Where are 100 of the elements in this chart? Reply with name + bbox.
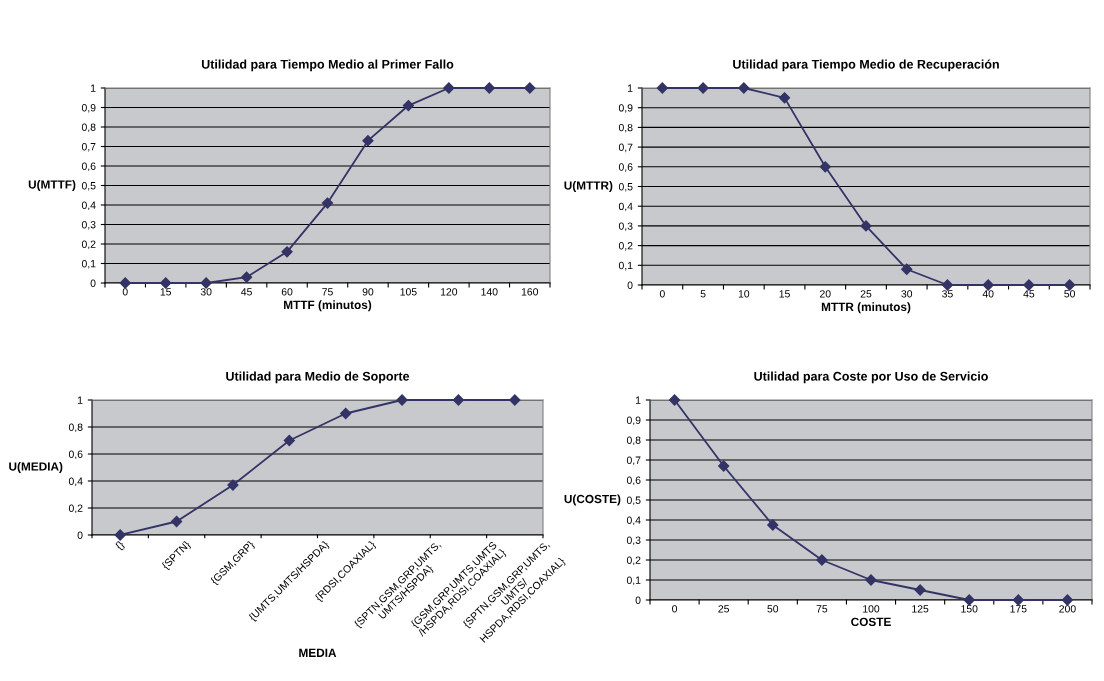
y-tick-label: 0,2 — [626, 556, 641, 566]
y-tick-label: 0,6 — [81, 162, 96, 172]
x-tick-label: 15 — [160, 288, 172, 296]
y-tick-label: 0,4 — [68, 477, 83, 487]
point — [483, 82, 495, 94]
x-tick-label: 90 — [362, 288, 374, 296]
point — [982, 279, 994, 291]
point — [819, 161, 831, 173]
chart-title: Utilidad para Coste por Uso de Servicio — [754, 371, 988, 384]
x-tick-label: 30 — [901, 290, 913, 298]
y-tick-label: 0,7 — [626, 456, 641, 466]
point — [362, 135, 374, 147]
y-tick-label: 0,5 — [618, 183, 633, 192]
y-tick-label: 0 — [635, 596, 641, 604]
x-tick-label: 105 — [400, 288, 417, 296]
x-tick-label: 45 — [241, 288, 252, 296]
y-tick-label: 0,7 — [81, 143, 96, 152]
y-tick-label: 1 — [635, 396, 641, 404]
point — [860, 220, 872, 232]
point — [443, 82, 455, 94]
point — [114, 529, 126, 541]
point — [281, 246, 293, 258]
chart-title: Utilidad para Tiempo Medio de Recuperación — [733, 59, 999, 72]
point — [160, 277, 172, 289]
y-tick-label: 0,6 — [626, 476, 641, 486]
x-axis-title: MTTR (minutos) — [821, 302, 911, 314]
chart-title: Utilidad para Medio de Soporte — [226, 371, 410, 384]
y-tick-label: 1 — [90, 84, 96, 92]
point — [668, 394, 681, 406]
y-tick-label: 0,9 — [81, 104, 96, 113]
point — [1064, 279, 1076, 291]
point — [1061, 594, 1074, 606]
y-tick-label: 0,9 — [618, 104, 633, 113]
x-tick-label: 20 — [820, 290, 831, 298]
x-axis-title: MEDIA — [299, 648, 337, 657]
y-tick-label: 0 — [90, 279, 96, 287]
x-tick-label: 50 — [1064, 290, 1076, 298]
point — [119, 277, 131, 289]
y-tick-label: 0,8 — [626, 436, 641, 446]
point — [914, 584, 926, 596]
x-tick-label: 35 — [942, 290, 953, 298]
y-tick-label: 0,3 — [618, 222, 633, 232]
y-tick-label: 0,2 — [68, 504, 83, 514]
x-tick-label: 140 — [481, 288, 498, 296]
x-tick-label: 50 — [767, 605, 779, 613]
x-tick-label: 75 — [322, 288, 333, 296]
point — [816, 554, 828, 566]
y-tick-label: 0,6 — [618, 163, 633, 172]
y-tick-label: 0 — [77, 531, 83, 539]
x-axis-title: COSTE — [851, 617, 891, 627]
x-tick-label: 160 — [521, 288, 539, 296]
y-tick-label: 0 — [627, 281, 633, 289]
point — [656, 82, 668, 94]
point — [402, 99, 415, 112]
x-tick-label: 60 — [281, 288, 293, 296]
x-tick-label: 150 — [961, 605, 978, 613]
x-tick-label: 0 — [122, 288, 128, 296]
x-tick-label: 25 — [718, 605, 730, 613]
y-tick-label: 1 — [627, 84, 633, 92]
y-tick-label: 0,1 — [626, 576, 641, 586]
point — [283, 434, 295, 447]
point — [718, 460, 730, 472]
x-tick-label: 0 — [659, 290, 665, 298]
y-axis-title: U(MTTF) — [28, 180, 76, 191]
x-tick-label: 10 — [738, 290, 750, 298]
point — [227, 479, 239, 491]
point — [524, 82, 536, 94]
y-tick-label: 0,4 — [81, 201, 96, 211]
y-tick-label: 0,4 — [626, 516, 641, 526]
point — [941, 279, 954, 291]
y-tick-label: 0,6 — [68, 450, 83, 460]
y-tick-label: 0,3 — [626, 536, 641, 546]
y-axis-title: U(MEDIA) — [9, 462, 63, 473]
x-axis-title: MTTF (minutos) — [284, 300, 372, 312]
x-tick-label: 5 — [700, 290, 706, 298]
x-tick-label: {} — [114, 540, 126, 552]
y-tick-label: 0,7 — [618, 143, 633, 153]
x-tick-label: 175 — [1010, 605, 1027, 613]
point — [200, 277, 212, 289]
x-tick-label: 200 — [1059, 605, 1076, 613]
point — [1012, 594, 1024, 606]
x-tick-label: 100 — [863, 605, 880, 613]
point — [778, 92, 791, 104]
point — [240, 271, 253, 283]
point — [901, 263, 913, 275]
y-tick-label: 0,5 — [626, 496, 641, 506]
x-tick-label: 120 — [440, 288, 458, 296]
chart-title: Utilidad para Tiempo Medio al Primer Fallo — [201, 59, 454, 72]
x-tick-label: 40 — [982, 290, 994, 298]
point — [340, 407, 352, 420]
y-tick-label: 0,8 — [618, 123, 633, 133]
x-tick-label: 15 — [779, 290, 790, 298]
point — [509, 394, 521, 406]
point — [738, 82, 750, 94]
y-tick-label: 0,4 — [618, 202, 633, 212]
x-tick-label: 45 — [1023, 290, 1035, 298]
x-tick-label: 75 — [816, 605, 828, 613]
y-axis-title: U(COSTE) — [564, 494, 621, 506]
x-tick-label: 125 — [912, 605, 929, 613]
point — [452, 394, 465, 406]
